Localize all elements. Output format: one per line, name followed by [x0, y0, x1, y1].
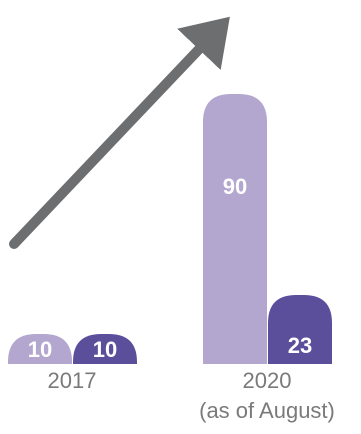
bar-series-1-cat-2	[203, 94, 267, 364]
trend-arrow	[9, 16, 230, 249]
data-label-series-1-cat-1: 10	[28, 337, 52, 362]
category-label-2020: 2020	[243, 368, 292, 393]
data-label-series-1-cat-2: 90	[223, 174, 247, 199]
bar-series-2-cat-2	[268, 295, 332, 364]
bar-series-1-cat-1	[8, 334, 72, 364]
data-label-series-2-cat-2: 23	[288, 333, 312, 358]
category-label-2017: 2017	[48, 368, 97, 393]
category-label-2020-note: (as of August)	[199, 398, 335, 423]
data-label-series-2-cat-1: 10	[93, 337, 117, 362]
bar-series-2-cat-1	[73, 334, 137, 364]
